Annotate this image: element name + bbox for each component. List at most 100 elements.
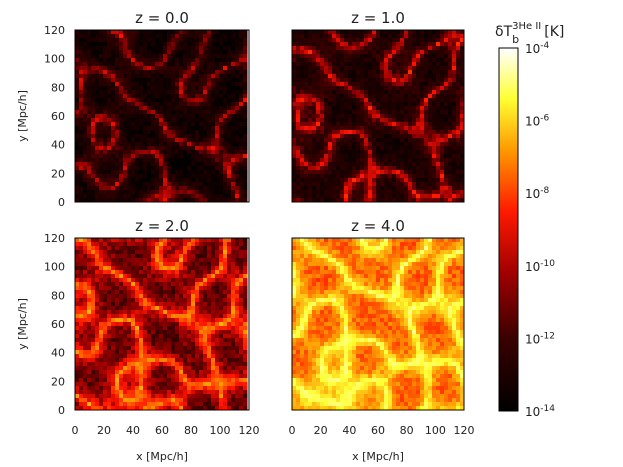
- heatmap-cell: [219, 58, 224, 63]
- heatmap-cell: [127, 102, 132, 107]
- heatmap-cell: [179, 306, 184, 311]
- heatmap-cell: [352, 166, 357, 171]
- heatmap-cell: [195, 274, 200, 279]
- heatmap-cell: [87, 242, 92, 247]
- heatmap-cell: [187, 342, 192, 347]
- heatmap-cell: [163, 98, 168, 103]
- heatmap-cell: [175, 238, 180, 243]
- heatmap-cell: [400, 166, 405, 171]
- heatmap-cell: [191, 302, 196, 307]
- heatmap-cell: [79, 258, 84, 263]
- heatmap-cell: [143, 338, 148, 343]
- heatmap-cell: [364, 34, 369, 39]
- heatmap-cell: [207, 94, 212, 99]
- heatmap-cell: [440, 174, 445, 179]
- heatmap-cell: [448, 46, 453, 51]
- heatmap-cell: [107, 162, 112, 167]
- heatmap-cell: [292, 186, 297, 191]
- heatmap-cell: [143, 322, 148, 327]
- heatmap-cell: [183, 286, 188, 291]
- heatmap-cell: [436, 134, 441, 139]
- heatmap-cell: [223, 298, 228, 303]
- heatmap-cell: [75, 270, 80, 275]
- heatmap-cell: [304, 118, 309, 123]
- heatmap-cell: [103, 330, 108, 335]
- heatmap-cell: [91, 38, 96, 43]
- heatmap-cell: [304, 106, 309, 111]
- heatmap-cell: [424, 66, 429, 71]
- heatmap-cell: [211, 150, 216, 155]
- heatmap-cell: [111, 42, 116, 47]
- heatmap-cell: [384, 150, 389, 155]
- heatmap-cell: [408, 66, 413, 71]
- heatmap-cell: [448, 122, 453, 127]
- heatmap-cell: [219, 146, 224, 151]
- heatmap-cell: [448, 166, 453, 171]
- heatmap-cell: [396, 178, 401, 183]
- heatmap-cell: [99, 170, 104, 175]
- heatmap-cell: [147, 158, 152, 163]
- heatmap-cell: [179, 118, 184, 123]
- heatmap-cell: [203, 118, 208, 123]
- heatmap-cell: [296, 162, 301, 167]
- heatmap-cell: [243, 194, 248, 199]
- heatmap-cell: [195, 278, 200, 283]
- heatmap-cell: [211, 326, 216, 331]
- heatmap-cell: [460, 190, 465, 195]
- heatmap-cell: [147, 238, 152, 243]
- heatmap-cell: [408, 190, 413, 195]
- heatmap-cell: [243, 258, 248, 263]
- heatmap-cell: [195, 134, 200, 139]
- heatmap-cell: [195, 86, 200, 91]
- heatmap-cell: [159, 30, 164, 35]
- heatmap-cell: [243, 154, 248, 159]
- heatmap-cell: [211, 82, 216, 87]
- heatmap-cell: [376, 110, 381, 115]
- heatmap-cell: [135, 170, 140, 175]
- heatmap-cell: [195, 290, 200, 295]
- heatmap-cell: [332, 190, 337, 195]
- heatmap-cell: [412, 62, 417, 67]
- heatmap-cell: [356, 158, 361, 163]
- heatmap-cell: [75, 326, 80, 331]
- heatmap-cell: [376, 58, 381, 63]
- heatmap-cell: [336, 70, 341, 75]
- heatmap-cell: [171, 162, 176, 167]
- heatmap-cell: [392, 178, 397, 183]
- heatmap-cell: [380, 30, 385, 35]
- heatmap-cell: [199, 194, 204, 199]
- heatmap-cell: [99, 186, 104, 191]
- heatmap-cell: [219, 62, 224, 67]
- heatmap-cell: [75, 246, 80, 251]
- heatmap-cell: [151, 66, 156, 71]
- heatmap-cell: [187, 166, 192, 171]
- heatmap-cell: [207, 290, 212, 295]
- heatmap-cell: [215, 186, 220, 191]
- heatmap-cell: [223, 342, 228, 347]
- heatmap-cell: [239, 110, 244, 115]
- heatmap-cell: [135, 178, 140, 183]
- heatmap-cell: [404, 78, 409, 83]
- heatmap-cell: [179, 266, 184, 271]
- heatmap-cell: [376, 38, 381, 43]
- heatmap-cell: [215, 326, 220, 331]
- heatmap-cell: [151, 342, 156, 347]
- heatmap-cell: [408, 90, 413, 95]
- heatmap-cell: [207, 114, 212, 119]
- heatmap-cell: [304, 182, 309, 187]
- heatmap-cell: [352, 82, 357, 87]
- heatmap-cell: [147, 70, 152, 75]
- heatmap-cell: [416, 70, 421, 75]
- heatmap-cell: [95, 294, 100, 299]
- heatmap-cell: [211, 166, 216, 171]
- heatmap-cell: [83, 166, 88, 171]
- heatmap-cell: [75, 138, 80, 143]
- heatmap-cell: [207, 338, 212, 343]
- heatmap-cell: [115, 58, 120, 63]
- heatmap-cell: [135, 242, 140, 247]
- heatmap-cell: [356, 46, 361, 51]
- heatmap-cell: [143, 310, 148, 315]
- heatmap-cell: [87, 66, 92, 71]
- heatmap-cell: [400, 30, 405, 35]
- heatmap-cell: [436, 34, 441, 39]
